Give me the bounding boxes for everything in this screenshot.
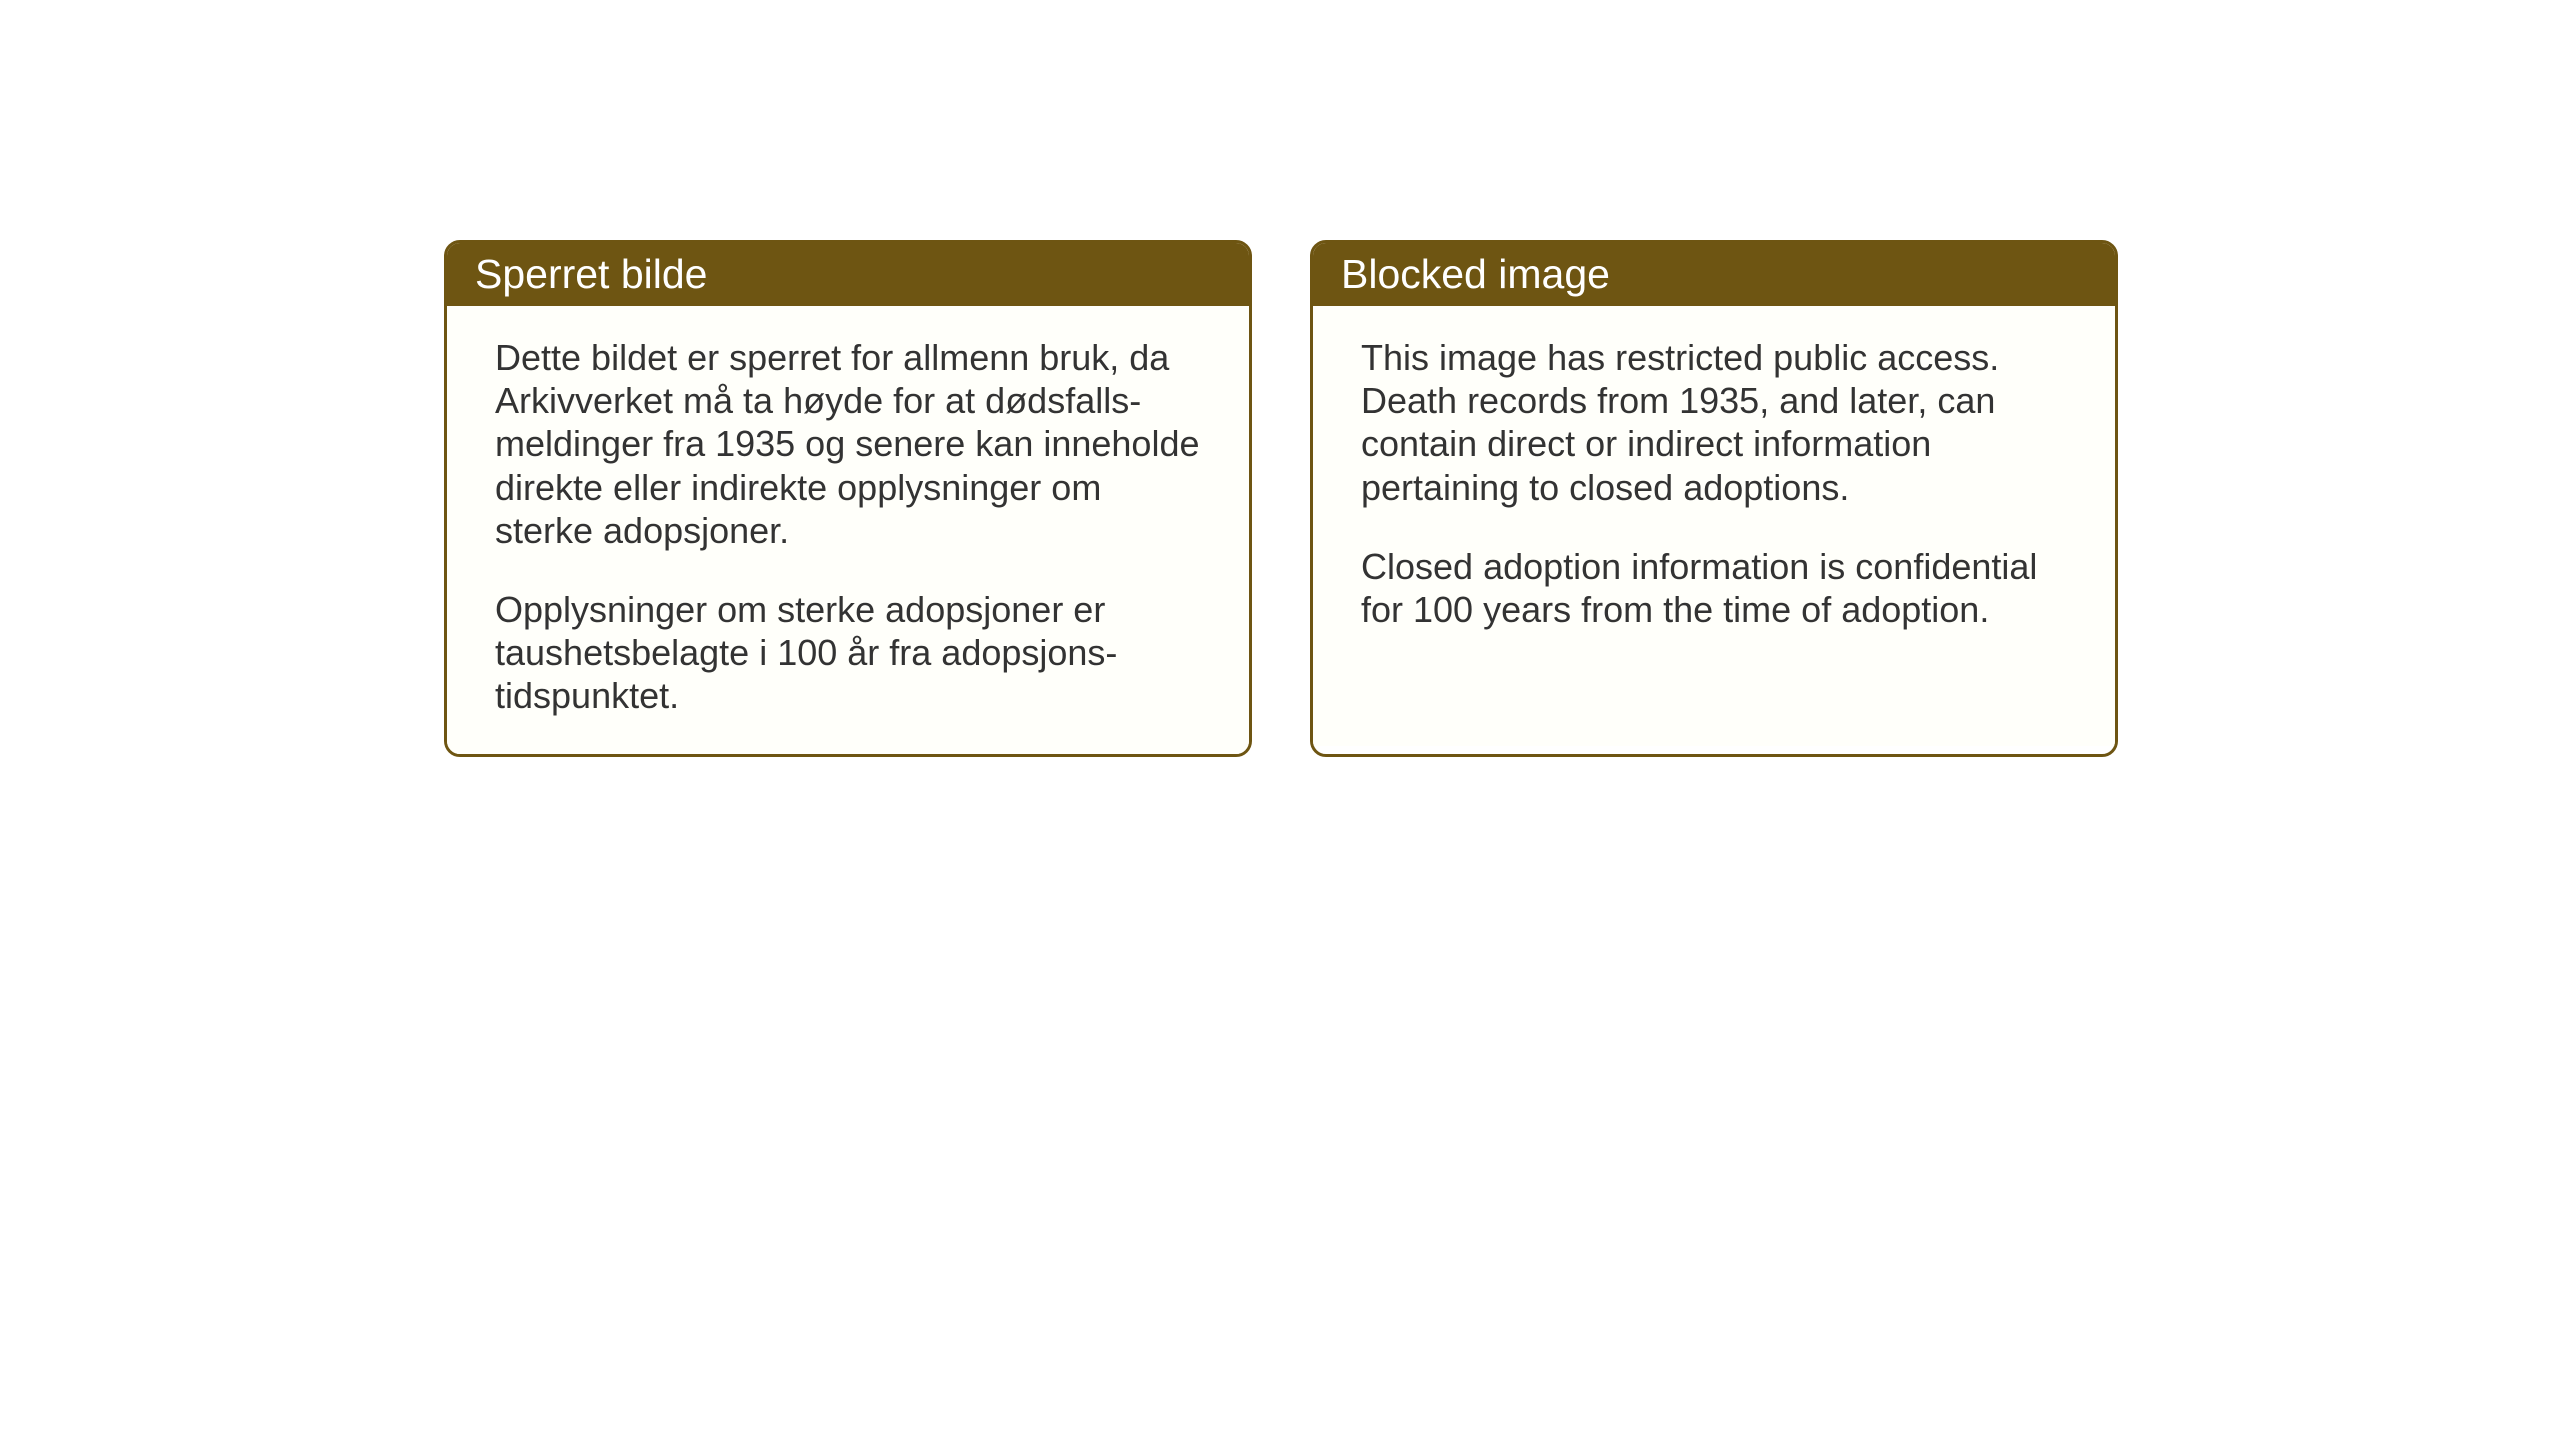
english-paragraph-1: This image has restricted public access.… — [1361, 336, 2067, 509]
cards-container: Sperret bilde Dette bildet er sperret fo… — [444, 240, 2118, 757]
norwegian-paragraph-2: Opplysninger om sterke adopsjoner er tau… — [495, 588, 1201, 718]
norwegian-card-header: Sperret bilde — [447, 243, 1249, 306]
norwegian-card-title: Sperret bilde — [475, 251, 707, 297]
norwegian-card-body: Dette bildet er sperret for allmenn bruk… — [447, 306, 1249, 754]
english-card-title: Blocked image — [1341, 251, 1610, 297]
english-card-body: This image has restricted public access.… — [1313, 306, 2115, 746]
english-card-header: Blocked image — [1313, 243, 2115, 306]
norwegian-card: Sperret bilde Dette bildet er sperret fo… — [444, 240, 1252, 757]
english-paragraph-2: Closed adoption information is confident… — [1361, 545, 2067, 631]
english-card: Blocked image This image has restricted … — [1310, 240, 2118, 757]
norwegian-paragraph-1: Dette bildet er sperret for allmenn bruk… — [495, 336, 1201, 552]
